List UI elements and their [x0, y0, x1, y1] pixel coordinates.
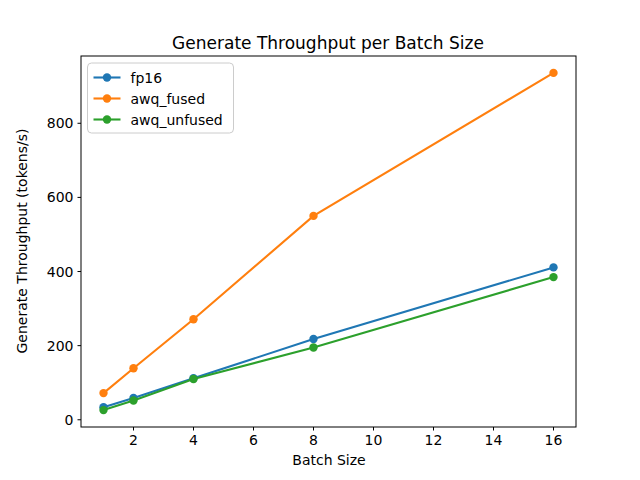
x-axis-label: Batch Size: [292, 452, 365, 468]
series-marker-awq_fused: [99, 389, 107, 397]
legend-marker-awq_fused: [103, 94, 111, 102]
x-tick-label: 10: [365, 432, 383, 448]
series-marker-fp16: [549, 263, 557, 271]
series-marker-awq_fused: [549, 69, 557, 77]
legend-marker-fp16: [103, 73, 111, 81]
series-line-awq_unfused: [104, 277, 554, 410]
y-tick-label: 400: [47, 264, 74, 280]
series-marker-awq_unfused: [99, 406, 107, 414]
series-marker-awq_fused: [309, 212, 317, 220]
series-marker-fp16: [309, 335, 317, 343]
y-tick-label: 0: [65, 412, 74, 428]
line-chart: 2 4 6 8 10 12 14 16 0 200 400 600 800 Generate Throu…: [0, 0, 640, 480]
y-tick-label: 600: [47, 189, 74, 205]
series-marker-awq_unfused: [549, 273, 557, 281]
y-tick-label: 200: [47, 338, 74, 354]
series-marker-awq_fused: [189, 315, 197, 323]
x-tick-label: 8: [309, 432, 318, 448]
y-tick-label: 800: [47, 115, 74, 131]
y-axis-label: Generate Throughput (tokens/s): [14, 129, 30, 354]
series-marker-awq_unfused: [309, 343, 317, 351]
series-marker-awq_unfused: [189, 375, 197, 383]
x-tick-label: 12: [425, 432, 443, 448]
legend-marker-awq_unfused: [103, 115, 111, 123]
x-tick-label: 4: [189, 432, 198, 448]
series-marker-awq_unfused: [129, 396, 137, 404]
x-tick-label: 2: [129, 432, 138, 448]
series-marker-awq_fused: [129, 364, 137, 372]
x-tick-label: 16: [545, 432, 563, 448]
legend-label-fp16: fp16: [131, 70, 163, 86]
legend: fp16 awq_fused awq_unfused: [88, 63, 234, 133]
matplotlib-figure: 2 4 6 8 10 12 14 16 0 200 400 600 800 Generate Throu…: [0, 0, 640, 480]
legend-label-awq_fused: awq_fused: [131, 91, 206, 107]
x-tick-label: 14: [485, 432, 503, 448]
chart-title: Generate Throughput per Batch Size: [172, 33, 484, 53]
legend-label-awq_unfused: awq_unfused: [131, 112, 223, 128]
x-tick-label: 6: [249, 432, 258, 448]
